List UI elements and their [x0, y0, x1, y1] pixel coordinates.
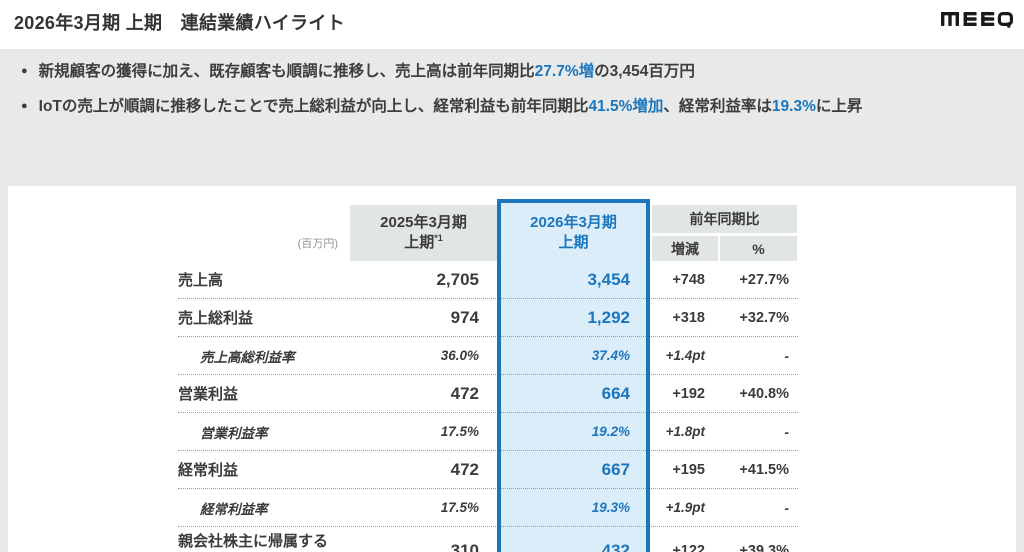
- meeq-logo: MEEQ: [941, 7, 1014, 31]
- prev-value: 472: [450, 383, 479, 403]
- percent-value: -: [784, 499, 789, 516]
- percent-value: +40.8%: [739, 385, 789, 402]
- highlight-bullet-2-text: IoTの売上が順調に推移したことで売上総利益が向上し、経常利益も前年同期比41.…: [38, 98, 863, 115]
- column-header-current-period: 2026年3月期 上期: [530, 214, 617, 251]
- current-value: 3,454: [587, 269, 630, 289]
- prev-value: 36.0%: [440, 348, 479, 363]
- bullet-icon: ●: [21, 65, 28, 77]
- row-label: 売上高: [178, 272, 224, 289]
- table-row-ordinary-profit: 経常利益 472 667 +195 +41.5%: [178, 451, 798, 489]
- prev-value: 974: [450, 307, 479, 327]
- change-value: +1.4pt: [665, 348, 705, 363]
- highlight-bullet-1: ● 新規顧客の獲得に加え、既存顧客も順調に推移し、売上高は前年同期比27.7%増…: [21, 59, 1008, 84]
- unit-label: (百万円): [297, 238, 338, 250]
- percent-value: -: [784, 347, 789, 364]
- prev-value: 17.5%: [440, 500, 479, 515]
- percent-value: +27.7%: [739, 271, 789, 288]
- highlight-band: ● 新規顧客の獲得に加え、既存顧客も順調に推移し、売上高は前年同期比27.7%増…: [0, 49, 1024, 552]
- current-value: 432: [601, 540, 630, 552]
- row-label: 親会社株主に帰属する当期純利益: [178, 532, 329, 552]
- highlight-bullet-2: ● IoTの売上が順調に推移したことで売上総利益が向上し、経常利益も前年同期比4…: [21, 94, 1008, 119]
- current-value: 1,292: [587, 307, 630, 327]
- percent-value: -: [784, 423, 789, 440]
- meeq-logo-icon: [941, 11, 1014, 28]
- column-header-change: 増減: [652, 236, 718, 261]
- prev-value: 472: [450, 459, 479, 479]
- table-row-gross-profit: 売上総利益 974 1,292 +318 +32.7%: [178, 299, 798, 337]
- bullet-icon: ●: [21, 100, 28, 112]
- table-card: (百万円) 2025年3月期 上期*1 2026年3月期 上期 前年同期比 増減…: [8, 186, 1016, 552]
- highlight-accent: 41.5%増加: [588, 98, 664, 115]
- table-row-net-income: 親会社株主に帰属する当期純利益 310 432 +122 +39.3%: [178, 527, 798, 552]
- change-value: +1.9pt: [665, 500, 705, 515]
- current-value: 19.3%: [591, 500, 630, 515]
- column-header-percent: %: [720, 236, 797, 261]
- current-value: 19.2%: [591, 424, 630, 439]
- current-value: 667: [601, 459, 630, 479]
- page-title: 2026年3月期 上期 連結業績ハイライト: [14, 13, 345, 33]
- change-value: +192: [672, 385, 705, 402]
- change-value: +748: [672, 271, 705, 288]
- change-value: +122: [672, 542, 705, 552]
- percent-value: +32.7%: [739, 309, 789, 326]
- row-label: 売上高総利益率: [200, 349, 295, 365]
- change-value: +195: [672, 461, 705, 478]
- financial-table: (百万円) 2025年3月期 上期*1 2026年3月期 上期 前年同期比 増減…: [178, 199, 798, 552]
- prev-value: 17.5%: [440, 424, 479, 439]
- column-header-yoy: 前年同期比: [652, 205, 797, 233]
- table-row-operating-profit: 営業利益 472 664 +192 +40.8%: [178, 375, 798, 413]
- row-label: 経常利益: [178, 462, 239, 479]
- current-column-fill: [497, 199, 650, 552]
- current-value: 37.4%: [591, 348, 630, 363]
- row-label: 経常利益率: [200, 501, 268, 517]
- meeq-logo-text: MEEQ: [1013, 7, 1014, 8]
- row-label: 営業利益: [178, 386, 239, 403]
- row-label: 売上総利益: [178, 310, 254, 327]
- footnote-marker: *1: [434, 233, 443, 243]
- highlight-accent: 27.7%増: [534, 63, 595, 80]
- prev-value: 310: [450, 540, 479, 552]
- highlight-bullets: ● 新規顧客の獲得に加え、既存顧客も順調に推移し、売上高は前年同期比27.7%増…: [0, 49, 1024, 119]
- change-value: +318: [672, 309, 705, 326]
- column-header-prev-period: 2025年3月期 上期*1: [350, 205, 497, 261]
- highlight-bullet-1-text: 新規顧客の獲得に加え、既存顧客も順調に推移し、売上高は前年同期比27.7%増の3…: [38, 63, 695, 80]
- current-value: 664: [601, 383, 630, 403]
- highlight-accent: 19.3%: [771, 98, 816, 115]
- row-label: 営業利益率: [200, 425, 268, 441]
- change-value: +1.8pt: [665, 424, 705, 439]
- percent-value: +41.5%: [739, 461, 789, 478]
- table-rows: 売上高 2,705 3,454 +748 +27.7% 売上総利益 974 1,…: [178, 261, 798, 552]
- table-row-net-sales: 売上高 2,705 3,454 +748 +27.7%: [178, 261, 798, 299]
- table-row-gross-margin: 売上高総利益率 36.0% 37.4% +1.4pt -: [178, 337, 798, 375]
- percent-value: +39.3%: [739, 542, 789, 552]
- table-row-operating-margin: 営業利益率 17.5% 19.2% +1.8pt -: [178, 413, 798, 451]
- prev-value: 2,705: [436, 269, 479, 289]
- table-row-ordinary-margin: 経常利益率 17.5% 19.3% +1.9pt -: [178, 489, 798, 527]
